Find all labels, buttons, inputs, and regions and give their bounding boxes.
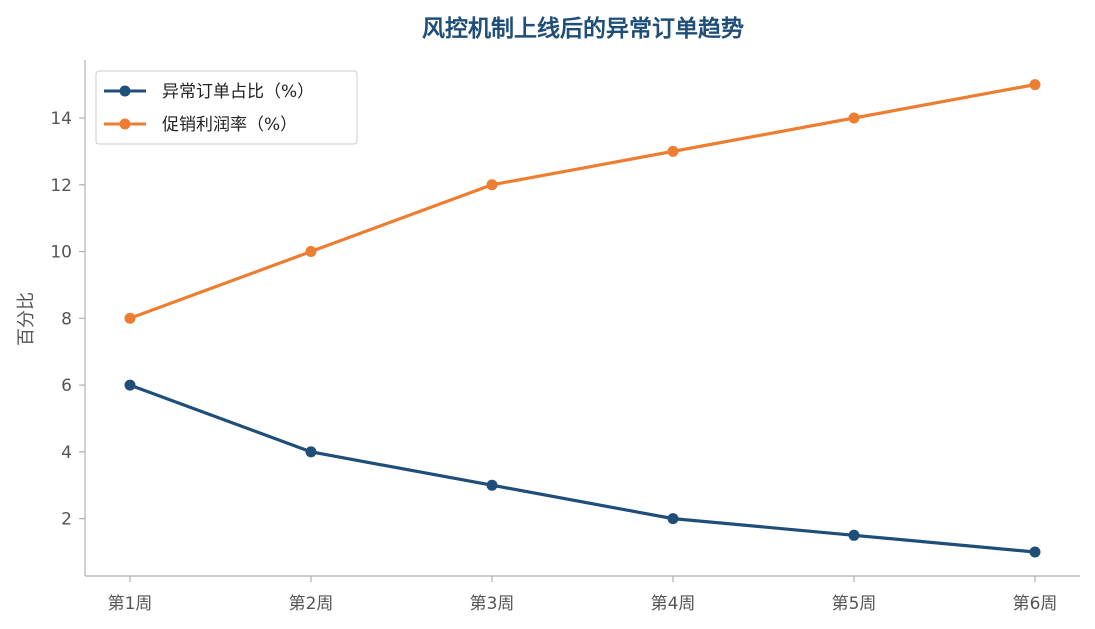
series-2-point	[124, 312, 136, 324]
series-2-point	[848, 112, 860, 124]
series-2-point	[667, 145, 679, 157]
series-1-point	[1029, 546, 1041, 558]
series-1-point	[486, 479, 498, 491]
series-line-2	[129, 83, 1036, 320]
x-ticks: 第1周 第2周 第3周 第4周 第5周 第6周	[108, 576, 1058, 614]
y-tick-label: 6	[61, 376, 72, 396]
legend-swatch-marker	[119, 118, 131, 130]
series-1-point	[305, 446, 317, 458]
x-tick-label: 第5周	[832, 594, 877, 614]
legend-swatch-marker	[119, 85, 131, 97]
x-tick-label: 第1周	[108, 594, 153, 614]
series-1-point	[848, 529, 860, 541]
x-tick-label: 第6周	[1013, 594, 1058, 614]
legend: 异常订单占比（%） 促销利润率（%）	[95, 70, 358, 145]
y-tick-label: 8	[61, 309, 72, 329]
x-tick-label: 第3周	[470, 594, 515, 614]
series-2-point	[486, 179, 498, 191]
series-1-point	[667, 513, 679, 525]
series-2-point	[305, 246, 317, 258]
legend-box	[95, 70, 358, 145]
legend-label-series-1: 异常订单占比（%）	[162, 82, 314, 102]
y-axis-label: 百分比	[16, 292, 37, 346]
series-layer	[124, 79, 1041, 558]
series-line-1	[129, 383, 1036, 554]
chart-title: 风控机制上线后的异常订单趋势	[422, 15, 744, 42]
x-tick-label: 第4周	[651, 594, 696, 614]
y-tick-label: 10	[50, 243, 72, 263]
y-tick-label: 12	[50, 176, 72, 196]
legend-label-series-2: 促销利润率（%）	[162, 115, 297, 135]
y-ticks: 2 4 6 8 10 12 14	[50, 109, 85, 530]
y-tick-label: 14	[50, 109, 72, 129]
series-1-point	[124, 379, 136, 391]
series-2-point	[1029, 79, 1041, 91]
y-tick-label: 2	[61, 510, 72, 530]
x-tick-label: 第2周	[289, 594, 334, 614]
y-tick-label: 4	[61, 443, 72, 463]
